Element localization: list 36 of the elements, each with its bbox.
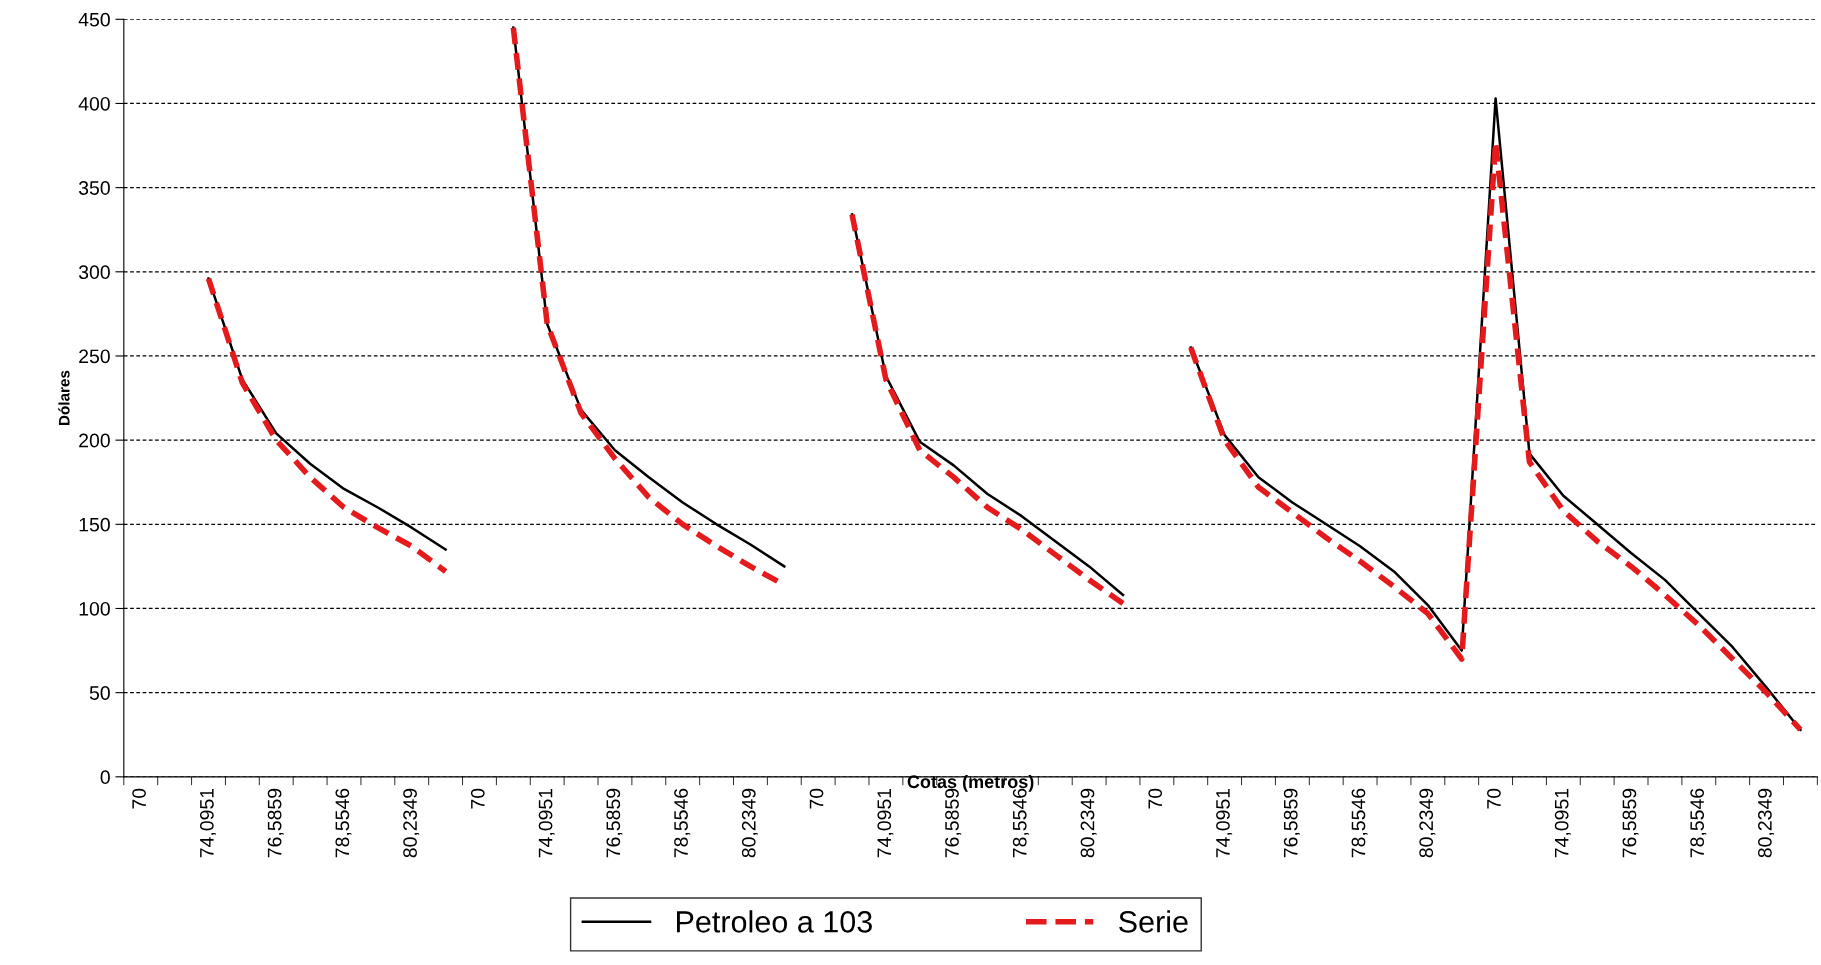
x-tick-label: 80,2349	[741, 788, 758, 858]
y-tick-label: 0	[100, 770, 110, 785]
x-tick-label: 70	[809, 788, 824, 809]
legend-label: Serie	[1119, 910, 1188, 933]
y-tick-label: 200	[79, 433, 110, 448]
x-tick-label: 78,5546	[674, 788, 691, 858]
x-tick-label: 70	[132, 788, 146, 809]
x-tick-label: 74,0951	[1216, 788, 1233, 858]
y-tick-label: 350	[78, 181, 110, 195]
y-axis-title: Dólares	[58, 370, 70, 426]
y-tick-label: 450	[78, 12, 110, 27]
x-tick-label: 70	[1487, 788, 1501, 809]
y-tick-label: 400	[78, 96, 110, 111]
x-tick-label: 80,2349	[1080, 788, 1097, 858]
y-tick-label: 250	[79, 349, 110, 364]
y-tick-label: 100	[79, 601, 110, 616]
x-tick-label: 80,2349	[1758, 788, 1775, 858]
x-tick-label: 74,0951	[199, 788, 217, 858]
y-tick-label: 150	[79, 517, 110, 532]
x-tick-label: 78,5546	[1690, 788, 1707, 858]
x-tick-label: 78,5546	[1351, 788, 1368, 858]
x-tick-label: 76,5859	[267, 788, 284, 858]
x-tick-label: 74,0951	[1554, 788, 1571, 858]
x-tick-label: 78,5546	[335, 788, 352, 858]
x-tick-label: 74,0951	[877, 788, 894, 858]
y-tick-label: 50	[89, 686, 110, 700]
x-tick-label: 80,2349	[403, 788, 420, 858]
y-tick-label: 300	[78, 265, 110, 280]
x-tick-label: 70	[470, 788, 485, 809]
x-tick-label: 76,5859	[606, 788, 623, 858]
x-tick-label: 74,0951	[538, 788, 555, 858]
x-tick-label: 76,5859	[1622, 788, 1639, 858]
x-tick-label: 76,5859	[1283, 788, 1300, 858]
x-tick-label: 80,2349	[1419, 788, 1436, 858]
legend-label: Petroleo a 103	[677, 910, 872, 933]
x-tick-label: 70	[1148, 788, 1163, 809]
